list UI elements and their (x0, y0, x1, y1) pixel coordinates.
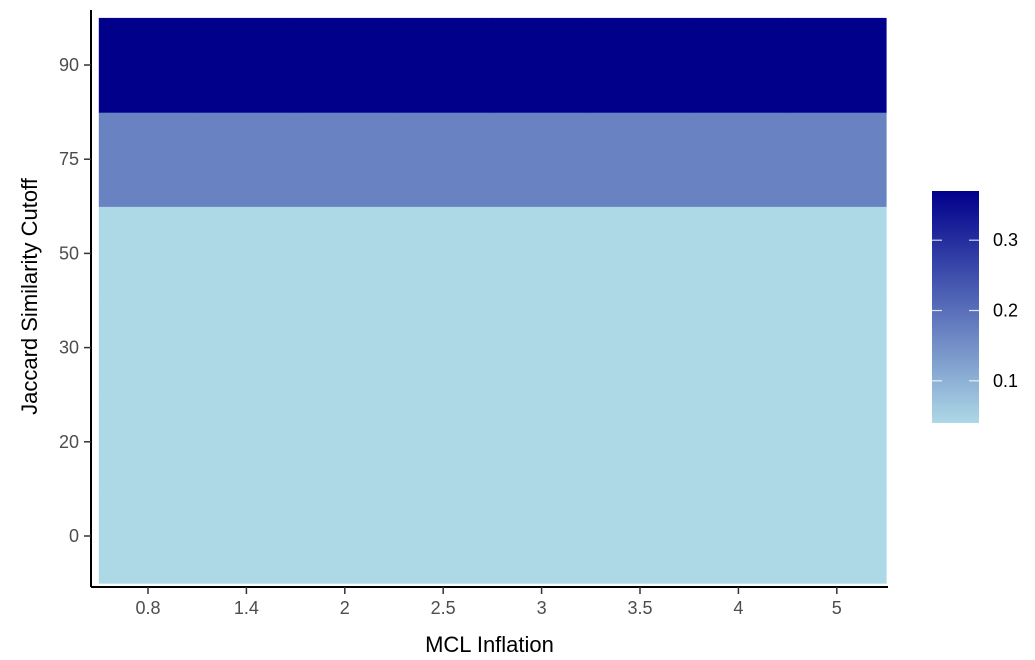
x-tick-label: 3.5 (627, 598, 652, 618)
heatmap-cell (394, 112, 493, 207)
heatmap-cell (492, 17, 592, 113)
heatmap-cell (394, 17, 493, 113)
heatmap-cell (590, 300, 690, 396)
heatmap-cell (689, 300, 789, 396)
x-ticks: 0.8 1.4 2 2.5 3 3.5 4 5 (135, 587, 842, 618)
heatmap-cell (197, 17, 297, 113)
heatmap-cell (197, 488, 297, 584)
heatmap-cell (295, 206, 395, 302)
y-ticks: 0 20 30 50 75 90 (59, 55, 91, 546)
x-tick-label: 2 (340, 598, 350, 618)
legend-tick-label: 0.2 (993, 301, 1018, 321)
y-tick-label: 50 (59, 243, 79, 263)
heatmap-cell (689, 488, 789, 584)
heatmap-cell (492, 112, 592, 207)
y-tick-label: 75 (59, 149, 79, 169)
x-tick-label: 4 (733, 598, 743, 618)
heatmap-cell (394, 300, 493, 396)
heatmap-cell (197, 112, 297, 207)
heatmap-cell (295, 112, 395, 207)
heatmap-cell (98, 17, 198, 113)
heatmap-cells (98, 17, 887, 584)
heatmap-cell (394, 394, 493, 490)
heatmap-cell (689, 112, 789, 207)
y-tick-label: 20 (59, 432, 79, 452)
heatmap-cell (590, 488, 690, 584)
x-tick-label: 3 (537, 598, 547, 618)
x-tick-label: 2.5 (431, 598, 456, 618)
heatmap-cell (394, 206, 493, 302)
heatmap-cell (98, 488, 198, 584)
heatmap-cell (787, 394, 887, 490)
heatmap-cell (492, 488, 592, 584)
y-axis-title: Jaccard Similarity Cutoff (17, 177, 42, 415)
x-axis-title: MCL Inflation (425, 632, 554, 657)
x-tick-label: 5 (832, 598, 842, 618)
heatmap-cell (197, 394, 297, 490)
x-tick-label: 1.4 (234, 598, 259, 618)
heatmap-cell (689, 206, 789, 302)
heatmap-cell (197, 206, 297, 302)
heatmap-cell (787, 300, 887, 396)
axes (90, 10, 888, 588)
legend-colorbar (932, 191, 979, 423)
y-tick-label: 0 (69, 526, 79, 546)
heatmap-cell (590, 112, 690, 207)
legend-ticks: 0.1 0.2 0.3 (932, 230, 1018, 391)
heatmap-cell (295, 394, 395, 490)
heatmap-cell (787, 206, 887, 302)
heatmap-cell (98, 206, 198, 302)
heatmap-cell (590, 17, 690, 113)
heatmap-cell (787, 17, 887, 113)
heatmap-cell (787, 488, 887, 584)
heatmap-cell (590, 206, 690, 302)
x-tick-label: 0.8 (135, 598, 160, 618)
heatmap-cell (787, 112, 887, 207)
heatmap-cell (492, 394, 592, 490)
heatmap-cell (295, 488, 395, 584)
heatmap-cell (197, 300, 297, 396)
heatmap-cell (98, 300, 198, 396)
y-tick-label: 30 (59, 338, 79, 358)
legend-tick-label: 0.3 (993, 230, 1018, 250)
heatmap-cell (295, 17, 395, 113)
heatmap-cell (98, 394, 198, 490)
y-tick-label: 90 (59, 55, 79, 75)
heatmap-cell (492, 206, 592, 302)
heatmap-cell (492, 300, 592, 396)
heatmap-cell (394, 488, 493, 584)
color-legend: 0.1 0.2 0.3 (932, 191, 1018, 423)
heatmap-cell (689, 394, 789, 490)
legend-tick-label: 0.1 (993, 371, 1018, 391)
heatmap-cell (295, 300, 395, 396)
heatmap-cell (590, 394, 690, 490)
heatmap-cell (98, 112, 198, 207)
heatmap-cell (689, 17, 789, 113)
